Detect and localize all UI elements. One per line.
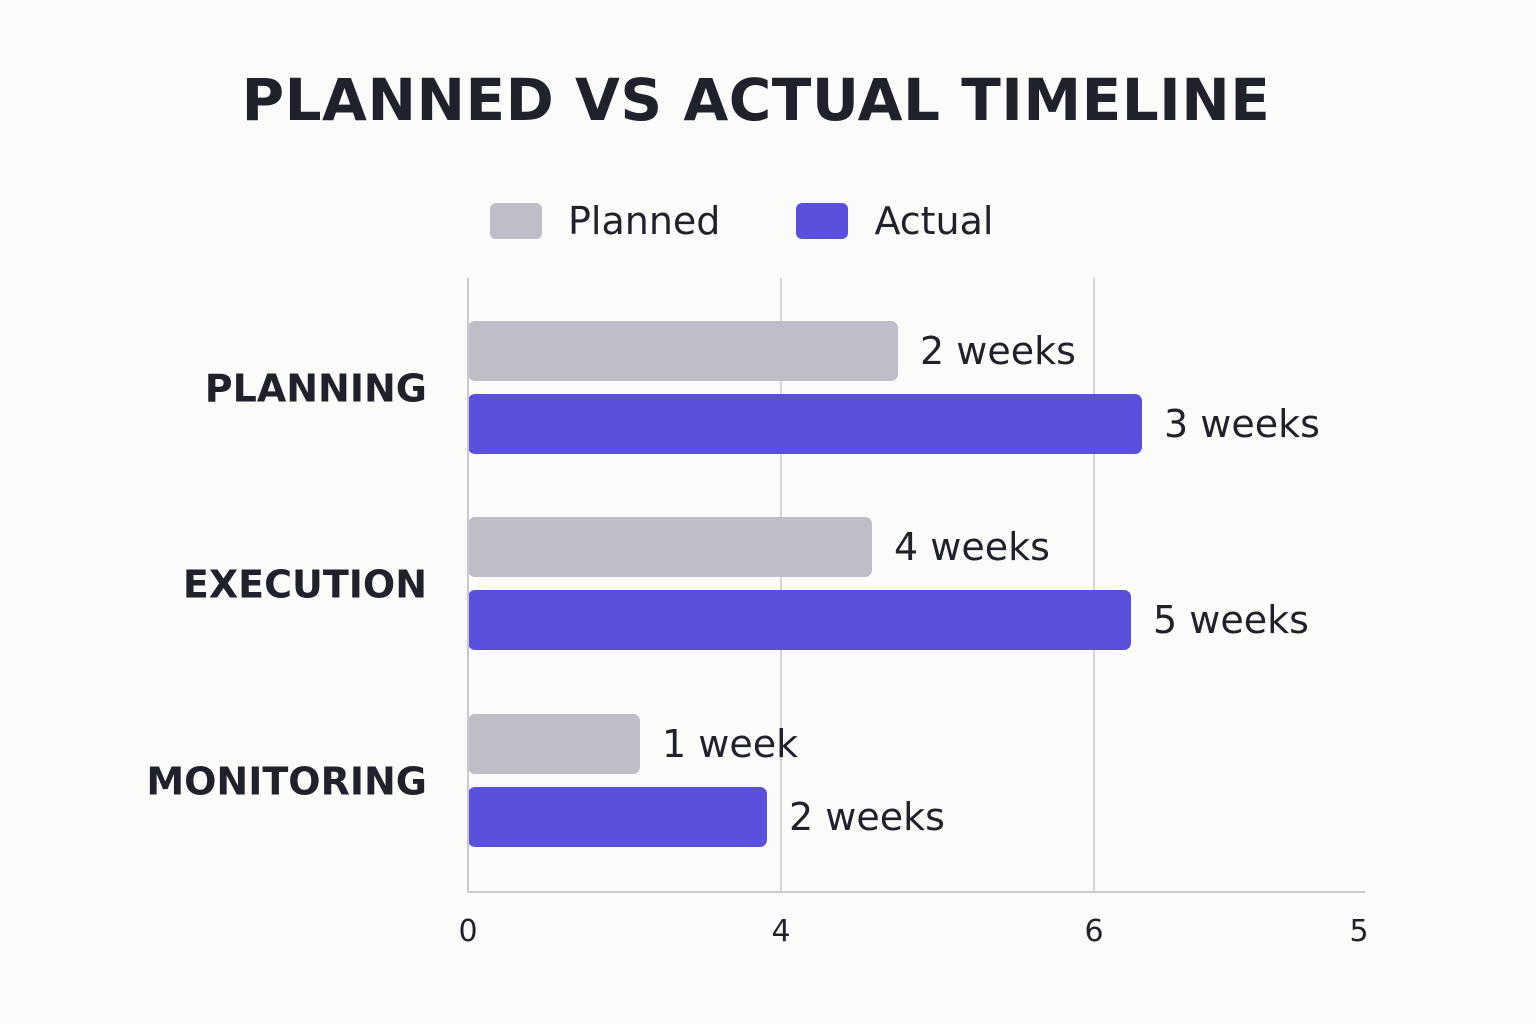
legend-swatch-planned (490, 203, 542, 239)
bar-actual (468, 787, 767, 847)
bar-planned (468, 321, 898, 381)
x-tick-label: 0 (458, 914, 477, 949)
legend: Planned Actual (490, 195, 993, 247)
x-tick-label: 4 (771, 914, 790, 949)
legend-label-planned: Planned (568, 199, 721, 243)
category-label: EXECUTION (183, 563, 427, 607)
data-label-planned: 4 weeks (894, 525, 1050, 569)
data-label-actual: 5 weeks (1153, 598, 1309, 642)
legend-swatch-actual (796, 203, 849, 239)
category-label: PLANNING (205, 367, 427, 411)
legend-item-planned: Planned (490, 199, 720, 243)
category-label: MONITORING (146, 760, 427, 804)
bar-actual (468, 590, 1131, 650)
chart-title: PLANNED VS ACTUAL TIMELINE (241, 66, 1271, 134)
x-tick-label: 6 (1084, 914, 1103, 949)
legend-label-actual: Actual (874, 199, 994, 243)
x-tick-label: 5 (1349, 914, 1368, 949)
legend-item-actual: Actual (796, 199, 993, 243)
data-label-planned: 1 week (662, 722, 798, 766)
data-label-planned: 2 weeks (920, 329, 1076, 373)
bar-planned (468, 714, 640, 774)
data-label-actual: 3 weeks (1164, 402, 1320, 446)
bar-planned (468, 517, 872, 577)
data-label-actual: 2 weeks (789, 795, 945, 839)
bar-actual (468, 394, 1142, 454)
